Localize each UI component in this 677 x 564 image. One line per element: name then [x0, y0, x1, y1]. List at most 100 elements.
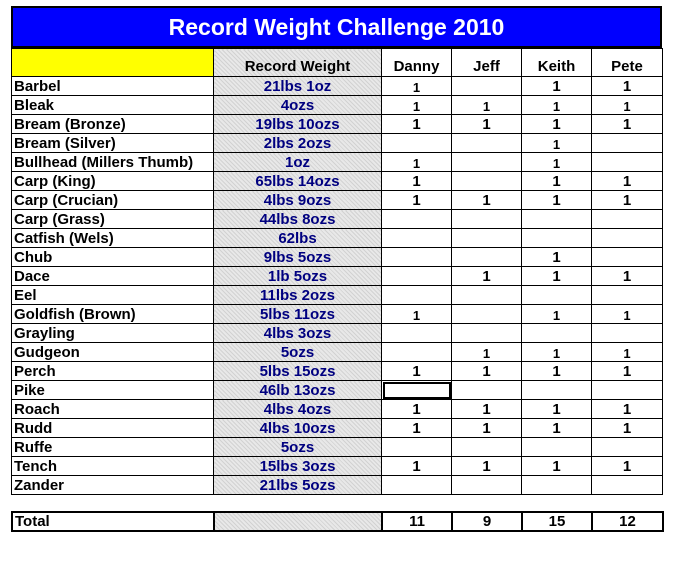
mark-cell-jeff[interactable]: 1 [451, 114, 522, 134]
mark-cell-keith[interactable] [521, 209, 592, 229]
total-pete[interactable]: 12 [591, 511, 664, 532]
mark-cell-jeff[interactable] [451, 133, 522, 153]
record-weight-cell[interactable]: 5ozs [213, 342, 382, 362]
selected-cell[interactable] [381, 380, 452, 400]
mark-cell-keith[interactable]: 1 [521, 133, 592, 153]
mark-cell-keith[interactable]: 1 [521, 418, 592, 438]
record-weight-cell[interactable]: 5lbs 11ozs [213, 304, 382, 324]
mark-cell-pete[interactable]: 1 [591, 399, 663, 419]
record-weight-cell[interactable]: 5lbs 15ozs [213, 361, 382, 381]
mark-cell-danny[interactable]: 1 [381, 95, 452, 115]
mark-cell-jeff[interactable]: 1 [451, 95, 522, 115]
fish-name-cell[interactable]: Tench [11, 456, 214, 476]
record-weight-cell[interactable]: 65lbs 14ozs [213, 171, 382, 191]
total-jeff[interactable]: 9 [451, 511, 523, 532]
fish-name-cell[interactable]: Barbel [11, 76, 214, 96]
mark-cell-jeff[interactable]: 1 [451, 190, 522, 210]
mark-cell-pete[interactable]: 1 [591, 95, 663, 115]
mark-cell-jeff[interactable]: 1 [451, 361, 522, 381]
mark-cell-keith[interactable] [521, 437, 592, 457]
mark-cell-pete[interactable]: 1 [591, 361, 663, 381]
mark-cell-pete[interactable] [591, 475, 663, 495]
mark-cell-keith[interactable]: 1 [521, 304, 592, 324]
fish-name-cell[interactable]: Ruffe [11, 437, 214, 457]
fish-name-cell[interactable]: Grayling [11, 323, 214, 343]
fish-name-cell[interactable]: Chub [11, 247, 214, 267]
mark-cell-keith[interactable]: 1 [521, 190, 592, 210]
fish-name-cell[interactable]: Bream (Silver) [11, 133, 214, 153]
record-weight-cell[interactable]: 4lbs 10ozs [213, 418, 382, 438]
fish-name-cell[interactable]: Rudd [11, 418, 214, 438]
mark-cell-keith[interactable]: 1 [521, 361, 592, 381]
record-weight-cell[interactable]: 4lbs 9ozs [213, 190, 382, 210]
record-weight-cell[interactable]: 5ozs [213, 437, 382, 457]
mark-cell-keith[interactable] [521, 475, 592, 495]
mark-cell-jeff[interactable] [451, 209, 522, 229]
mark-cell-pete[interactable] [591, 228, 663, 248]
mark-cell-keith[interactable] [521, 228, 592, 248]
mark-cell-danny[interactable]: 1 [381, 304, 452, 324]
total-keith[interactable]: 15 [521, 511, 593, 532]
record-weight-cell[interactable]: 62lbs [213, 228, 382, 248]
mark-cell-danny[interactable] [381, 209, 452, 229]
mark-cell-danny[interactable] [381, 475, 452, 495]
total-danny[interactable]: 11 [381, 511, 453, 532]
mark-cell-danny[interactable] [381, 323, 452, 343]
mark-cell-pete[interactable]: 1 [591, 304, 663, 324]
mark-cell-pete[interactable] [591, 247, 663, 267]
mark-cell-jeff[interactable] [451, 437, 522, 457]
fish-name-cell[interactable]: Bream (Bronze) [11, 114, 214, 134]
mark-cell-keith[interactable]: 1 [521, 342, 592, 362]
mark-cell-pete[interactable] [591, 437, 663, 457]
mark-cell-danny[interactable]: 1 [381, 171, 452, 191]
mark-cell-jeff[interactable] [451, 247, 522, 267]
mark-cell-jeff[interactable] [451, 228, 522, 248]
mark-cell-pete[interactable]: 1 [591, 190, 663, 210]
fish-name-cell[interactable]: Catfish (Wels) [11, 228, 214, 248]
fish-name-cell[interactable]: Dace [11, 266, 214, 286]
mark-cell-pete[interactable]: 1 [591, 114, 663, 134]
record-weight-cell[interactable]: 19lbs 10ozs [213, 114, 382, 134]
mark-cell-danny[interactable]: 1 [381, 114, 452, 134]
mark-cell-keith[interactable]: 1 [521, 456, 592, 476]
mark-cell-danny[interactable] [381, 342, 452, 362]
record-weight-cell[interactable]: 21lbs 1oz [213, 76, 382, 96]
mark-cell-keith[interactable]: 1 [521, 399, 592, 419]
mark-cell-keith[interactable] [521, 323, 592, 343]
record-weight-cell[interactable]: 11lbs 2ozs [213, 285, 382, 305]
mark-cell-keith[interactable] [521, 285, 592, 305]
mark-cell-danny[interactable]: 1 [381, 361, 452, 381]
record-weight-cell[interactable]: 2lbs 2ozs [213, 133, 382, 153]
fish-name-cell[interactable]: Roach [11, 399, 214, 419]
mark-cell-danny[interactable] [381, 285, 452, 305]
record-weight-cell[interactable]: 15lbs 3ozs [213, 456, 382, 476]
record-weight-cell[interactable]: 44lbs 8ozs [213, 209, 382, 229]
fish-name-cell[interactable]: Pike [11, 380, 214, 400]
fish-name-cell[interactable]: Carp (King) [11, 171, 214, 191]
record-weight-cell[interactable]: 1oz [213, 152, 382, 172]
mark-cell-danny[interactable]: 1 [381, 399, 452, 419]
mark-cell-jeff[interactable] [451, 323, 522, 343]
mark-cell-pete[interactable] [591, 152, 663, 172]
mark-cell-danny[interactable] [381, 247, 452, 267]
mark-cell-danny[interactable] [381, 228, 452, 248]
mark-cell-pete[interactable] [591, 285, 663, 305]
mark-cell-pete[interactable]: 1 [591, 342, 663, 362]
mark-cell-danny[interactable] [381, 133, 452, 153]
fish-name-cell[interactable]: Carp (Crucian) [11, 190, 214, 210]
mark-cell-danny[interactable] [381, 266, 452, 286]
sheet-title[interactable]: Record Weight Challenge 2010 [11, 6, 662, 48]
mark-cell-jeff[interactable]: 1 [451, 342, 522, 362]
record-weight-cell[interactable]: 4lbs 3ozs [213, 323, 382, 343]
header-danny[interactable]: Danny [381, 48, 452, 77]
mark-cell-keith[interactable]: 1 [521, 152, 592, 172]
record-weight-cell[interactable]: 21lbs 5ozs [213, 475, 382, 495]
mark-cell-jeff[interactable] [451, 285, 522, 305]
record-weight-cell[interactable]: 1lb 5ozs [213, 266, 382, 286]
total-label[interactable]: Total [11, 511, 215, 532]
header-blank-cell[interactable] [11, 48, 214, 77]
mark-cell-jeff[interactable]: 1 [451, 456, 522, 476]
header-jeff[interactable]: Jeff [451, 48, 522, 77]
header-record-weight[interactable]: Record Weight [213, 48, 382, 77]
fish-name-cell[interactable]: Perch [11, 361, 214, 381]
